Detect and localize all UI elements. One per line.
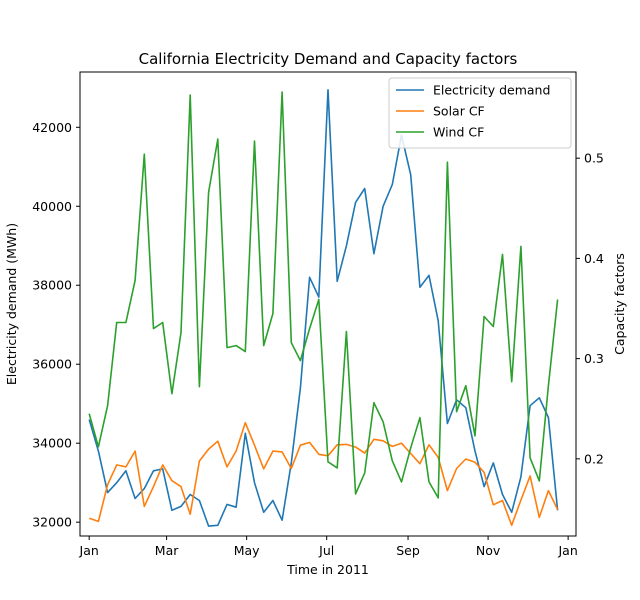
- legend: Electricity demand Solar CF Wind CF: [388, 77, 572, 149]
- legend-label-solar-cf: Solar CF: [433, 104, 485, 119]
- y-left-tick-label: 42000: [32, 120, 72, 135]
- legend-label-wind-cf: Wind CF: [433, 125, 484, 140]
- legend-label-electricity-demand: Electricity demand: [433, 83, 550, 98]
- y-right-tick-label: 0.3: [584, 351, 604, 366]
- y-left-tick-label: 34000: [32, 436, 72, 451]
- x-tick-label: Mar: [155, 543, 179, 558]
- plot-lines: [88, 89, 559, 527]
- x-tick-label: May: [234, 543, 260, 558]
- y-right-tick-label: 0.5: [584, 151, 604, 166]
- y-axis-left: 32000 34000 36000 38000 40000 42000: [32, 120, 80, 530]
- x-tick-label: Jul: [318, 543, 334, 558]
- y-left-tick-label: 40000: [32, 199, 72, 214]
- y-right-tick-label: 0.4: [584, 251, 604, 266]
- y-left-tick-label: 38000: [32, 278, 72, 293]
- series-line-wind-cf: [88, 91, 559, 499]
- x-axis-label: Time in 2011: [286, 562, 369, 577]
- plot-frame: [79, 71, 577, 537]
- y-axis-right: 0.2 0.3 0.4 0.5: [576, 151, 604, 466]
- x-tick-label: Jan: [79, 543, 99, 558]
- x-tick-label: Sep: [396, 543, 420, 558]
- series-line-solar-cf: [88, 421, 559, 527]
- y-left-tick-label: 36000: [32, 357, 72, 372]
- x-tick-label: Jan: [557, 543, 577, 558]
- x-tick-label: Nov: [476, 543, 501, 558]
- chart-title: California Electricity Demand and Capaci…: [139, 50, 518, 68]
- y-left-tick-label: 32000: [32, 515, 72, 530]
- y-axis-left-label: Electricity demand (MWh): [4, 223, 19, 385]
- legend-frame: [388, 77, 572, 149]
- series-line-electricity-demand: [88, 89, 559, 527]
- x-axis: Jan Mar May Jul Sep Nov Jan: [79, 536, 578, 558]
- y-right-tick-label: 0.2: [584, 451, 604, 466]
- y-axis-right-label: Capacity factors: [612, 253, 627, 355]
